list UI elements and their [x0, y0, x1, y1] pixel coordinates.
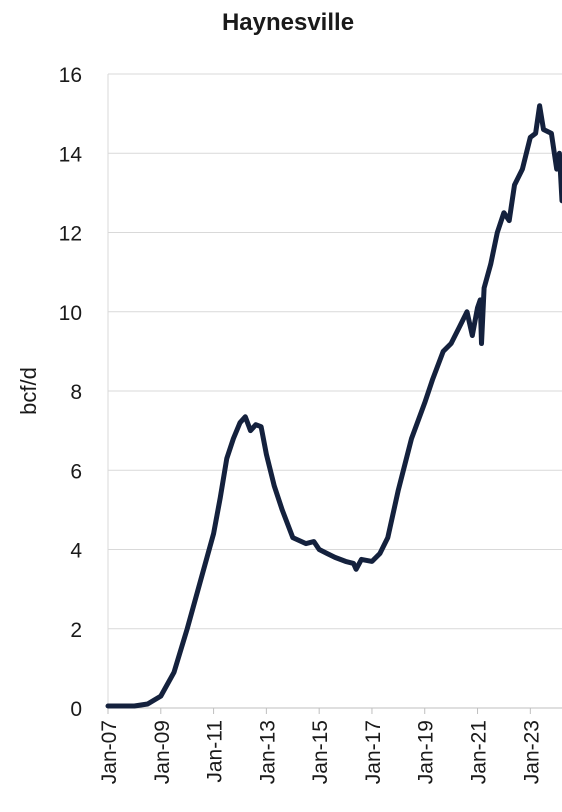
y-tick-label: 12: [59, 223, 82, 246]
x-tick-label: Jan-23: [520, 720, 543, 784]
y-tick-label: 16: [59, 64, 82, 87]
x-tick-label: Jan-19: [415, 720, 438, 784]
x-tick-label: Jan-21: [468, 720, 491, 784]
x-tick-label: Jan-09: [151, 720, 174, 784]
y-axis-label: bcf/d: [16, 367, 41, 415]
y-tick-label: 10: [59, 302, 82, 325]
y-tick-label: 6: [70, 460, 82, 483]
y-tick-label: 0: [70, 698, 82, 721]
x-tick-label: Jan-11: [204, 720, 227, 783]
x-tick-label: Jan-07: [98, 720, 121, 784]
y-tick-label: 4: [70, 540, 82, 563]
x-tick-label: Jan-15: [309, 720, 332, 784]
y-tick-label: 14: [59, 143, 83, 166]
y-tick-label: 8: [70, 381, 82, 404]
x-tick-label: Jan-13: [256, 720, 279, 784]
x-tick-label: Jan-17: [362, 720, 385, 784]
chart-title: Haynesville: [222, 9, 354, 36]
y-tick-label: 2: [70, 619, 82, 642]
data-line: [105, 103, 562, 709]
